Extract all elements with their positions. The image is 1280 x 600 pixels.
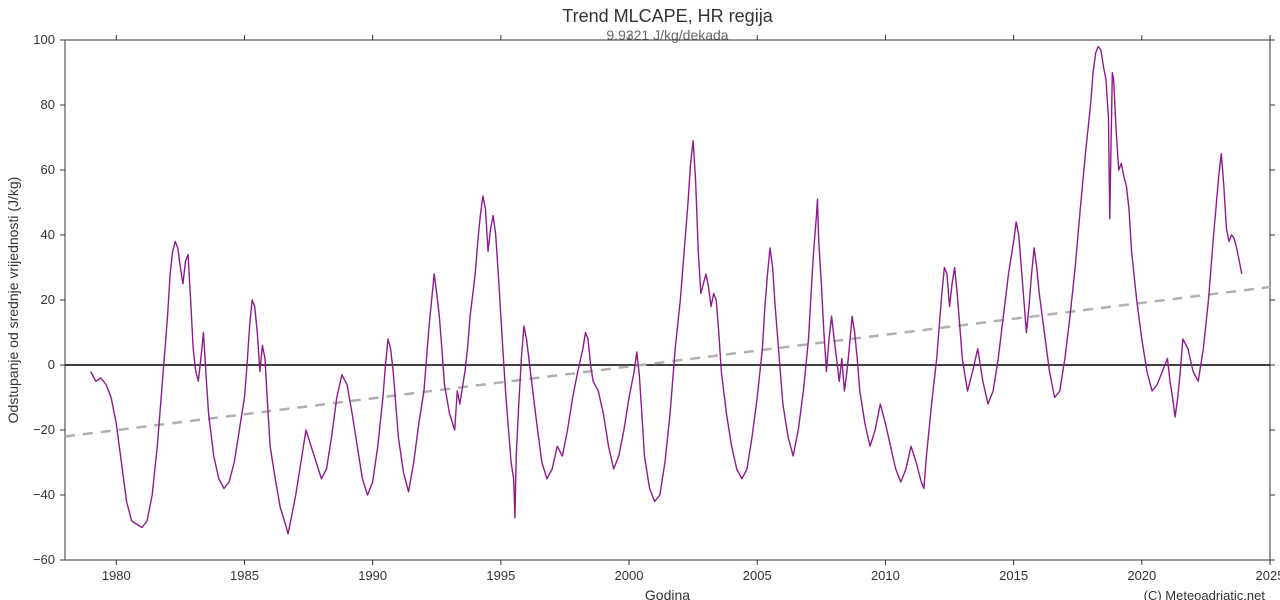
x-tick-label: 1990 [358,568,387,583]
y-tick-label: −20 [33,422,55,437]
x-axis-label: Godina [645,587,690,600]
x-tick-label: 1980 [102,568,131,583]
chart-title: Trend MLCAPE, HR regija [562,6,773,26]
y-tick-label: −40 [33,487,55,502]
credit-text: (C) Meteoadriatic.net [1144,588,1266,600]
y-tick-label: 100 [33,32,55,47]
x-tick-label: 1995 [486,568,515,583]
x-tick-label: 2000 [615,568,644,583]
chart-container: Trend MLCAPE, HR regija9.9321 J/kg/dekad… [0,0,1280,600]
x-tick-label: 2015 [999,568,1028,583]
x-tick-label: 2025 [1256,568,1280,583]
x-tick-label: 2005 [743,568,772,583]
y-tick-label: 60 [41,162,55,177]
chart-subtitle: 9.9321 J/kg/dekada [606,27,728,43]
x-tick-label: 2020 [1127,568,1156,583]
y-tick-label: 0 [48,357,55,372]
y-tick-label: 80 [41,97,55,112]
y-tick-label: 20 [41,292,55,307]
chart-svg: Trend MLCAPE, HR regija9.9321 J/kg/dekad… [0,0,1280,600]
y-tick-label: 40 [41,227,55,242]
y-tick-label: −60 [33,552,55,567]
x-tick-label: 2010 [871,568,900,583]
y-axis-label: Odstupanje od srednje vrijednosti (J/kg) [5,177,21,424]
x-tick-label: 1985 [230,568,259,583]
